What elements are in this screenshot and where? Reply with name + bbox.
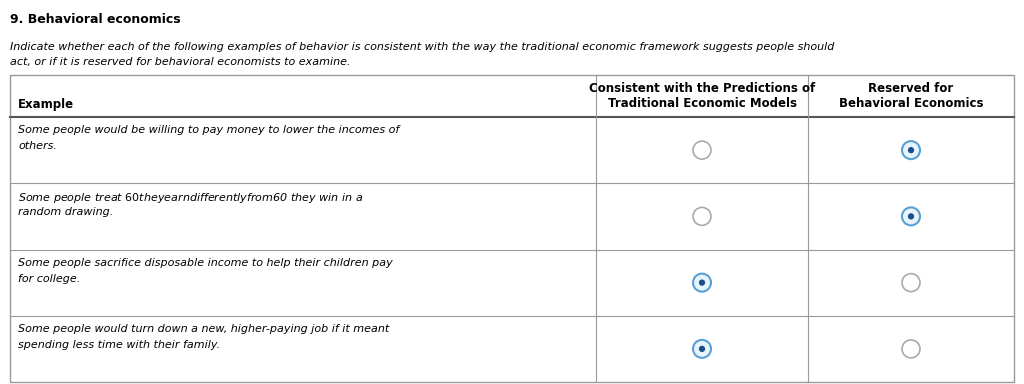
Text: others.: others.: [18, 141, 57, 151]
Text: random drawing.: random drawing.: [18, 207, 114, 217]
Text: act, or if it is reserved for behavioral economists to examine.: act, or if it is reserved for behavioral…: [10, 57, 350, 67]
Circle shape: [698, 346, 706, 352]
Text: spending less time with their family.: spending less time with their family.: [18, 340, 220, 350]
Text: 9. Behavioral economics: 9. Behavioral economics: [10, 13, 180, 26]
Circle shape: [902, 207, 920, 225]
Circle shape: [902, 141, 920, 159]
Circle shape: [908, 147, 914, 153]
Text: Some people treat $60 they earn differently from $60 they win in a: Some people treat $60 they earn differen…: [18, 191, 364, 205]
Circle shape: [693, 141, 711, 159]
Circle shape: [693, 207, 711, 225]
Bar: [10, 75, 1014, 382]
Text: for college.: for college.: [18, 273, 80, 283]
Circle shape: [698, 280, 706, 286]
Circle shape: [693, 274, 711, 291]
Text: Indicate whether each of the following examples of behavior is consistent with t: Indicate whether each of the following e…: [10, 42, 835, 52]
Circle shape: [693, 340, 711, 358]
Circle shape: [902, 340, 920, 358]
Text: Consistent with the Predictions of
Traditional Economic Models: Consistent with the Predictions of Tradi…: [589, 82, 815, 110]
Text: Some people would be willing to pay money to lower the incomes of: Some people would be willing to pay mone…: [18, 125, 399, 135]
Text: Some people sacrifice disposable income to help their children pay: Some people sacrifice disposable income …: [18, 258, 393, 268]
Circle shape: [908, 213, 914, 220]
Text: Example: Example: [18, 98, 74, 111]
Circle shape: [902, 274, 920, 291]
Text: Some people would turn down a new, higher-paying job if it meant: Some people would turn down a new, highe…: [18, 324, 389, 334]
Text: Reserved for
Behavioral Economics: Reserved for Behavioral Economics: [839, 82, 983, 110]
